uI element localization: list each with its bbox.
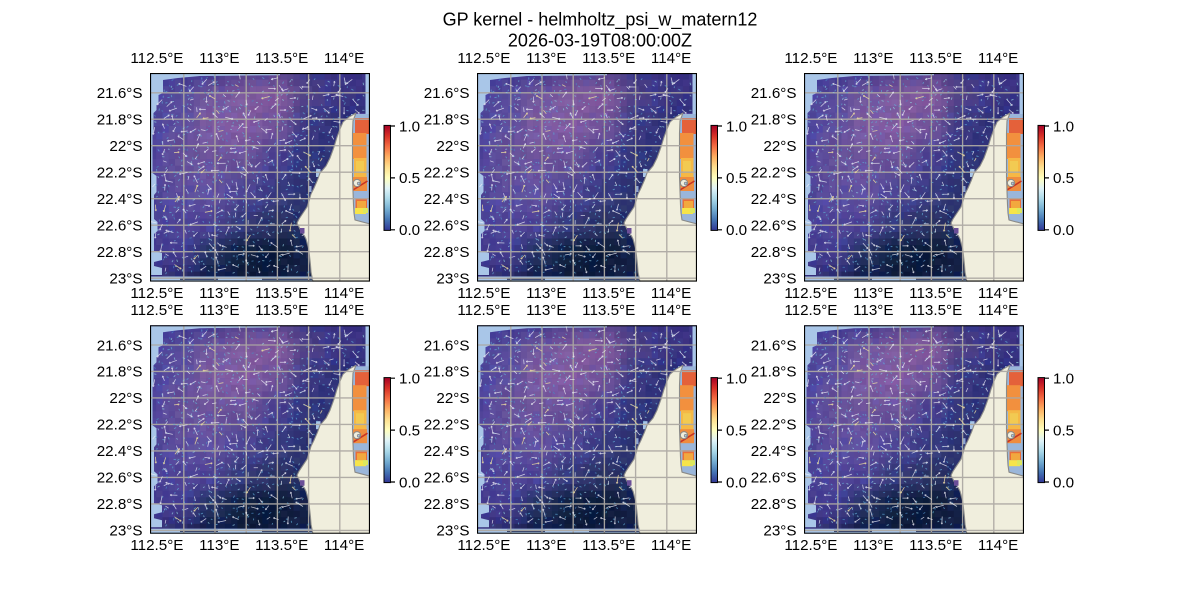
svg-text:22°S: 22°S	[109, 390, 142, 407]
svg-text:23°S: 23°S	[109, 271, 142, 288]
svg-text:113.5°E: 113.5°E	[909, 285, 962, 302]
svg-text:112.5°E: 112.5°E	[130, 537, 183, 554]
svg-text:22°S: 22°S	[763, 138, 796, 155]
svg-text:113.5°E: 113.5°E	[909, 302, 962, 319]
svg-text:22.6°S: 22.6°S	[751, 218, 797, 235]
svg-text:22.8°S: 22.8°S	[751, 244, 797, 261]
svg-text:114°E: 114°E	[651, 537, 691, 554]
svg-text:113°E: 113°E	[853, 285, 893, 302]
svg-text:22.4°S: 22.4°S	[751, 191, 797, 208]
svg-text:113.5°E: 113.5°E	[909, 50, 962, 67]
svg-text:114°E: 114°E	[651, 302, 691, 319]
svg-text:112.5°E: 112.5°E	[130, 285, 183, 302]
svg-text:112.5°E: 112.5°E	[784, 50, 837, 67]
svg-text:113°E: 113°E	[526, 537, 566, 554]
svg-text:GP kernel - helmholtz_psi_w_ma: GP kernel - helmholtz_psi_w_matern12	[443, 10, 758, 31]
svg-text:22.6°S: 22.6°S	[97, 470, 143, 487]
svg-text:22°S: 22°S	[436, 138, 469, 155]
svg-text:22.6°S: 22.6°S	[751, 470, 797, 487]
svg-text:113°E: 113°E	[526, 302, 566, 319]
svg-text:114°E: 114°E	[651, 50, 691, 67]
svg-text:114°E: 114°E	[978, 285, 1018, 302]
svg-text:113°E: 113°E	[199, 302, 239, 319]
svg-text:113.5°E: 113.5°E	[582, 50, 635, 67]
svg-text:22.6°S: 22.6°S	[97, 218, 143, 235]
svg-text:22.4°S: 22.4°S	[424, 443, 470, 460]
svg-text:113.5°E: 113.5°E	[255, 285, 308, 302]
svg-text:23°S: 23°S	[763, 523, 796, 540]
svg-text:113.5°E: 113.5°E	[909, 537, 962, 554]
svg-text:114°E: 114°E	[324, 50, 364, 67]
svg-text:21.6°S: 21.6°S	[751, 85, 797, 102]
svg-text:23°S: 23°S	[763, 271, 796, 288]
svg-text:113°E: 113°E	[526, 50, 566, 67]
svg-text:112.5°E: 112.5°E	[457, 50, 510, 67]
svg-text:22.4°S: 22.4°S	[751, 443, 797, 460]
svg-text:21.8°S: 21.8°S	[97, 112, 143, 129]
svg-text:22.2°S: 22.2°S	[751, 417, 797, 434]
svg-text:113°E: 113°E	[199, 537, 239, 554]
svg-text:21.6°S: 21.6°S	[751, 337, 797, 354]
svg-text:112.5°E: 112.5°E	[457, 285, 510, 302]
svg-text:21.6°S: 21.6°S	[97, 85, 143, 102]
svg-text:112.5°E: 112.5°E	[784, 302, 837, 319]
svg-text:22.4°S: 22.4°S	[424, 191, 470, 208]
svg-text:22.2°S: 22.2°S	[424, 165, 470, 182]
svg-text:114°E: 114°E	[978, 50, 1018, 67]
svg-text:2026-03-19T08:00:00Z: 2026-03-19T08:00:00Z	[508, 31, 692, 51]
svg-text:22.6°S: 22.6°S	[424, 218, 470, 235]
svg-text:22.8°S: 22.8°S	[424, 244, 470, 261]
svg-text:21.8°S: 21.8°S	[97, 364, 143, 381]
svg-text:22.2°S: 22.2°S	[97, 165, 143, 182]
svg-text:22.2°S: 22.2°S	[97, 417, 143, 434]
svg-text:21.8°S: 21.8°S	[424, 112, 470, 129]
svg-text:112.5°E: 112.5°E	[784, 285, 837, 302]
svg-text:113.5°E: 113.5°E	[582, 302, 635, 319]
svg-text:22.2°S: 22.2°S	[751, 165, 797, 182]
svg-text:113°E: 113°E	[526, 285, 566, 302]
svg-text:23°S: 23°S	[109, 523, 142, 540]
svg-text:114°E: 114°E	[324, 302, 364, 319]
svg-text:23°S: 23°S	[436, 271, 469, 288]
svg-text:113.5°E: 113.5°E	[582, 285, 635, 302]
svg-text:22.2°S: 22.2°S	[424, 417, 470, 434]
svg-text:113°E: 113°E	[853, 302, 893, 319]
svg-text:22.8°S: 22.8°S	[97, 244, 143, 261]
svg-text:114°E: 114°E	[324, 537, 364, 554]
svg-text:113°E: 113°E	[853, 537, 893, 554]
svg-text:22.8°S: 22.8°S	[751, 496, 797, 513]
svg-text:22.6°S: 22.6°S	[424, 470, 470, 487]
svg-text:21.6°S: 21.6°S	[424, 85, 470, 102]
svg-text:112.5°E: 112.5°E	[457, 537, 510, 554]
svg-text:112.5°E: 112.5°E	[130, 302, 183, 319]
svg-text:21.6°S: 21.6°S	[97, 337, 143, 354]
svg-text:21.8°S: 21.8°S	[751, 364, 797, 381]
svg-text:22.4°S: 22.4°S	[97, 191, 143, 208]
svg-text:23°S: 23°S	[436, 523, 469, 540]
svg-text:113°E: 113°E	[199, 285, 239, 302]
svg-text:112.5°E: 112.5°E	[457, 302, 510, 319]
svg-text:22°S: 22°S	[436, 390, 469, 407]
svg-text:21.6°S: 21.6°S	[424, 337, 470, 354]
svg-text:112.5°E: 112.5°E	[784, 537, 837, 554]
svg-text:22°S: 22°S	[109, 138, 142, 155]
svg-text:114°E: 114°E	[324, 285, 364, 302]
svg-text:113°E: 113°E	[199, 50, 239, 67]
svg-text:22.4°S: 22.4°S	[97, 443, 143, 460]
svg-text:113.5°E: 113.5°E	[582, 537, 635, 554]
svg-text:22°S: 22°S	[763, 390, 796, 407]
svg-text:113.5°E: 113.5°E	[255, 537, 308, 554]
svg-text:22.8°S: 22.8°S	[97, 496, 143, 513]
svg-text:21.8°S: 21.8°S	[751, 112, 797, 129]
svg-text:112.5°E: 112.5°E	[130, 50, 183, 67]
svg-text:21.8°S: 21.8°S	[424, 364, 470, 381]
svg-text:113.5°E: 113.5°E	[255, 302, 308, 319]
svg-text:114°E: 114°E	[651, 285, 691, 302]
svg-text:22.8°S: 22.8°S	[424, 496, 470, 513]
svg-text:113°E: 113°E	[853, 50, 893, 67]
svg-text:113.5°E: 113.5°E	[255, 50, 308, 67]
svg-text:114°E: 114°E	[978, 537, 1018, 554]
svg-text:114°E: 114°E	[978, 302, 1018, 319]
